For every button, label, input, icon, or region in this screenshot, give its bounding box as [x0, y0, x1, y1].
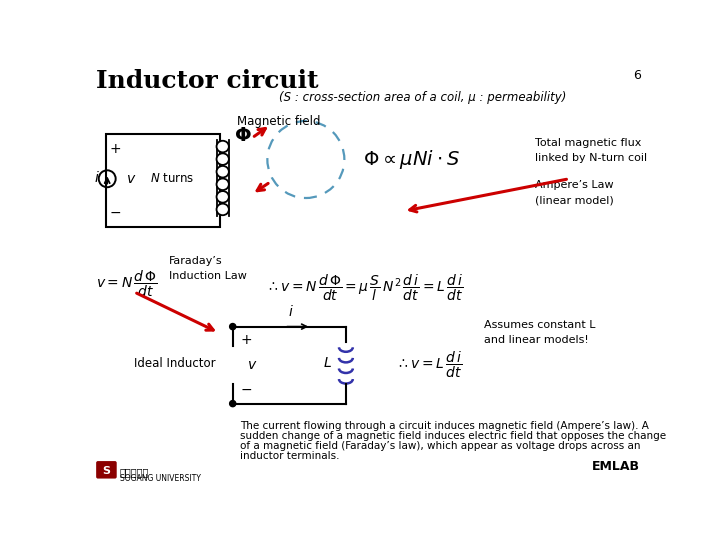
Text: Magnetic field: Magnetic field: [237, 115, 320, 128]
Text: −: −: [240, 383, 252, 397]
Text: $\therefore v = L\,\dfrac{d\,i}{dt}$: $\therefore v = L\,\dfrac{d\,i}{dt}$: [396, 350, 462, 380]
Text: −: −: [109, 206, 121, 220]
Text: Inductor circuit: Inductor circuit: [96, 69, 318, 93]
Text: 서강대학교: 서강대학교: [120, 468, 149, 477]
Text: of a magnetic field (Faraday’s law), which appear as voltage drops across an: of a magnetic field (Faraday’s law), whi…: [240, 441, 640, 451]
Text: $v = N\,\dfrac{d\,\Phi}{dt}$: $v = N\,\dfrac{d\,\Phi}{dt}$: [96, 269, 158, 299]
Circle shape: [230, 323, 235, 330]
Ellipse shape: [217, 153, 229, 165]
Circle shape: [230, 401, 235, 407]
Text: $\therefore v = N\,\dfrac{d\,\Phi}{dt} = \mu\,\dfrac{S}{l}\,N^2\,\dfrac{d\,i}{dt: $\therefore v = N\,\dfrac{d\,\Phi}{dt} =…: [266, 273, 464, 303]
Text: $i$: $i$: [287, 304, 293, 319]
Text: +: +: [109, 142, 121, 156]
Text: EMLAB: EMLAB: [592, 460, 640, 473]
Text: (S : cross-section area of a coil, μ : permeability): (S : cross-section area of a coil, μ : p…: [279, 91, 567, 104]
Text: SOGANG UNIVERSITY: SOGANG UNIVERSITY: [120, 474, 200, 483]
Ellipse shape: [217, 204, 229, 215]
Ellipse shape: [217, 166, 229, 178]
Ellipse shape: [217, 179, 229, 190]
Text: Ampere’s Law
(linear model): Ampere’s Law (linear model): [534, 180, 613, 205]
Text: S: S: [102, 465, 110, 476]
Text: $v$: $v$: [247, 358, 257, 372]
Text: The current flowing through a circuit induces magnetic field (Ampere’s law). A: The current flowing through a circuit in…: [240, 421, 649, 431]
Text: Ideal Inductor: Ideal Inductor: [134, 357, 216, 370]
Text: $\Phi \propto \mu N i \cdot S$: $\Phi \propto \mu N i \cdot S$: [363, 148, 460, 171]
Text: Assumes constant L
and linear models!: Assumes constant L and linear models!: [485, 320, 596, 345]
Text: $i$: $i$: [94, 171, 99, 186]
Text: $N$ turns: $N$ turns: [150, 172, 195, 185]
Ellipse shape: [217, 191, 229, 202]
Text: +: +: [240, 334, 252, 347]
Ellipse shape: [217, 141, 229, 152]
Text: $\mathbf{\Phi}$: $\mathbf{\Phi}$: [234, 126, 251, 145]
Text: $L$: $L$: [323, 356, 332, 370]
Text: sudden change of a magnetic field induces electric field that opposes the change: sudden change of a magnetic field induce…: [240, 431, 666, 441]
Text: Faraday’s
Induction Law: Faraday’s Induction Law: [168, 256, 247, 281]
Text: 6: 6: [633, 70, 641, 83]
Text: $v$: $v$: [127, 172, 137, 186]
Text: inductor terminals.: inductor terminals.: [240, 451, 339, 461]
Bar: [106, 134, 220, 226]
FancyBboxPatch shape: [97, 462, 116, 477]
Text: Total magnetic flux
linked by N-turn coil: Total magnetic flux linked by N-turn coi…: [534, 138, 647, 163]
